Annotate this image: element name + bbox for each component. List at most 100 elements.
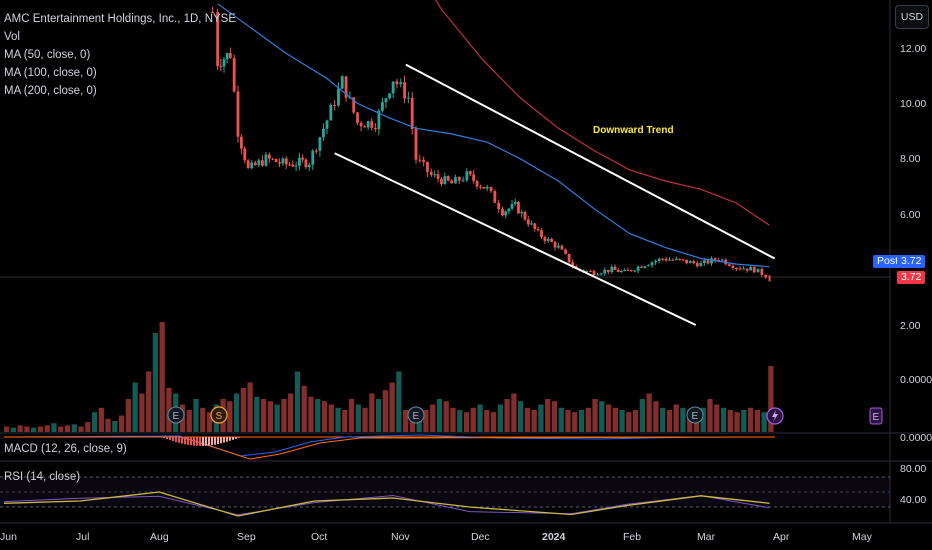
ma50-line xyxy=(217,3,770,268)
candle-body xyxy=(288,164,291,166)
post-market-price: 3.72 xyxy=(897,255,926,268)
volume-bar xyxy=(666,410,673,432)
volume-bar xyxy=(423,410,429,432)
time-tick-mar: Mar xyxy=(697,531,716,543)
volume-bar xyxy=(139,393,145,432)
volume-bar xyxy=(599,401,605,432)
rsi-line xyxy=(3,491,770,517)
candle-body xyxy=(211,11,214,13)
volume-bars xyxy=(4,322,774,432)
macd-histogram-bar xyxy=(205,437,207,446)
legend-ma100[interactable]: MA (100, close, 0) xyxy=(4,67,97,79)
volume-bar xyxy=(132,382,138,432)
volume-bar xyxy=(619,410,625,432)
candle-body xyxy=(260,160,264,166)
candle-body xyxy=(742,268,745,270)
trend-channel-upper[interactable] xyxy=(405,63,776,260)
candle-body xyxy=(629,269,633,272)
candle-body xyxy=(340,76,344,89)
candle-body xyxy=(668,259,671,261)
candle-body xyxy=(414,128,418,160)
volume-bar xyxy=(4,426,10,432)
candle-body xyxy=(291,164,295,167)
earnings-marker-upcoming[interactable]: E xyxy=(869,407,883,425)
candle-body xyxy=(356,112,359,123)
rsi-signal-line xyxy=(3,494,770,516)
legend-symbol-title[interactable]: AMC Entertainment Holdings, Inc., 1D, NY… xyxy=(4,13,237,25)
volume-bar xyxy=(206,412,213,432)
candle-body xyxy=(381,102,384,111)
volume-bar xyxy=(31,427,37,432)
candle-body xyxy=(654,260,657,263)
volume-bar xyxy=(328,404,334,432)
candle-body xyxy=(749,266,753,271)
chart-legend: AMC Entertainment Holdings, Inc., 1D, NY… xyxy=(4,10,236,100)
trend-channel-lower[interactable] xyxy=(334,152,697,326)
time-tick-feb: Feb xyxy=(623,531,641,543)
candle-body xyxy=(370,121,374,128)
volume-bar xyxy=(44,425,50,432)
downward-trend-annotation[interactable]: Downward Trend xyxy=(593,125,674,136)
candle-body xyxy=(606,269,610,272)
lightning-marker[interactable] xyxy=(766,407,784,425)
macd-label[interactable]: MACD (12, 26, close, 9) xyxy=(4,443,127,455)
price-tick-8: 8.00 xyxy=(900,153,921,165)
candle-body xyxy=(274,158,278,163)
volume-bar xyxy=(64,425,71,432)
candle-body xyxy=(314,150,318,152)
candle-body xyxy=(278,162,281,164)
earnings-marker-nov[interactable]: E xyxy=(407,406,425,424)
macd-histogram-bar xyxy=(208,437,210,446)
candle-body xyxy=(250,162,254,169)
volume-tick-0: 0.0000 xyxy=(900,374,932,386)
candle-body xyxy=(446,176,450,181)
candle-body xyxy=(647,265,650,267)
candle-body xyxy=(735,268,738,270)
candle-body xyxy=(454,177,457,184)
volume-bar xyxy=(450,407,456,432)
candle-body xyxy=(475,180,479,187)
candle-body xyxy=(377,110,381,130)
volume-bar xyxy=(362,407,368,432)
candle-body xyxy=(307,164,311,168)
volume-bar xyxy=(680,407,686,432)
volume-bar xyxy=(632,410,639,432)
rsi-tick-40: 40.00 xyxy=(900,494,926,506)
candle-body xyxy=(764,274,768,278)
volume-bar xyxy=(741,410,747,432)
time-tick-sep: Sep xyxy=(237,531,256,543)
volume-bar xyxy=(355,404,361,432)
earnings-marker-feb[interactable]: E xyxy=(686,406,704,424)
macd-histogram-bar xyxy=(181,437,183,444)
candle-body xyxy=(450,180,454,184)
candle-body xyxy=(457,177,461,181)
macd-histogram-bar xyxy=(220,437,222,444)
candlesticks xyxy=(211,6,771,282)
volume-bar xyxy=(572,412,578,432)
volume-bar xyxy=(247,382,253,432)
candle-body xyxy=(232,57,236,92)
currency-button[interactable]: USD xyxy=(895,5,929,29)
candle-body xyxy=(301,157,305,160)
earnings-marker-aug[interactable]: E xyxy=(167,406,185,424)
rsi-label[interactable]: RSI (14, close) xyxy=(4,471,81,483)
candle-body xyxy=(745,268,749,271)
legend-ma200[interactable]: MA (200, close, 0) xyxy=(4,85,97,97)
candle-body xyxy=(674,258,678,260)
volume-bar xyxy=(261,399,267,432)
volume-bar xyxy=(754,410,760,432)
candle-body xyxy=(359,122,363,127)
volume-bar xyxy=(403,410,409,432)
volume-bar xyxy=(545,399,551,432)
volume-bar xyxy=(71,424,77,432)
legend-vol[interactable]: Vol xyxy=(4,31,20,43)
last-price-label: 3.72 xyxy=(897,271,926,284)
legend-ma50[interactable]: MA (50, close, 0) xyxy=(4,49,91,61)
candle-body xyxy=(501,209,504,216)
volume-bar xyxy=(78,426,84,432)
candle-body xyxy=(366,121,370,128)
split-marker-aug[interactable]: S xyxy=(210,406,228,424)
volume-bar xyxy=(254,396,260,432)
